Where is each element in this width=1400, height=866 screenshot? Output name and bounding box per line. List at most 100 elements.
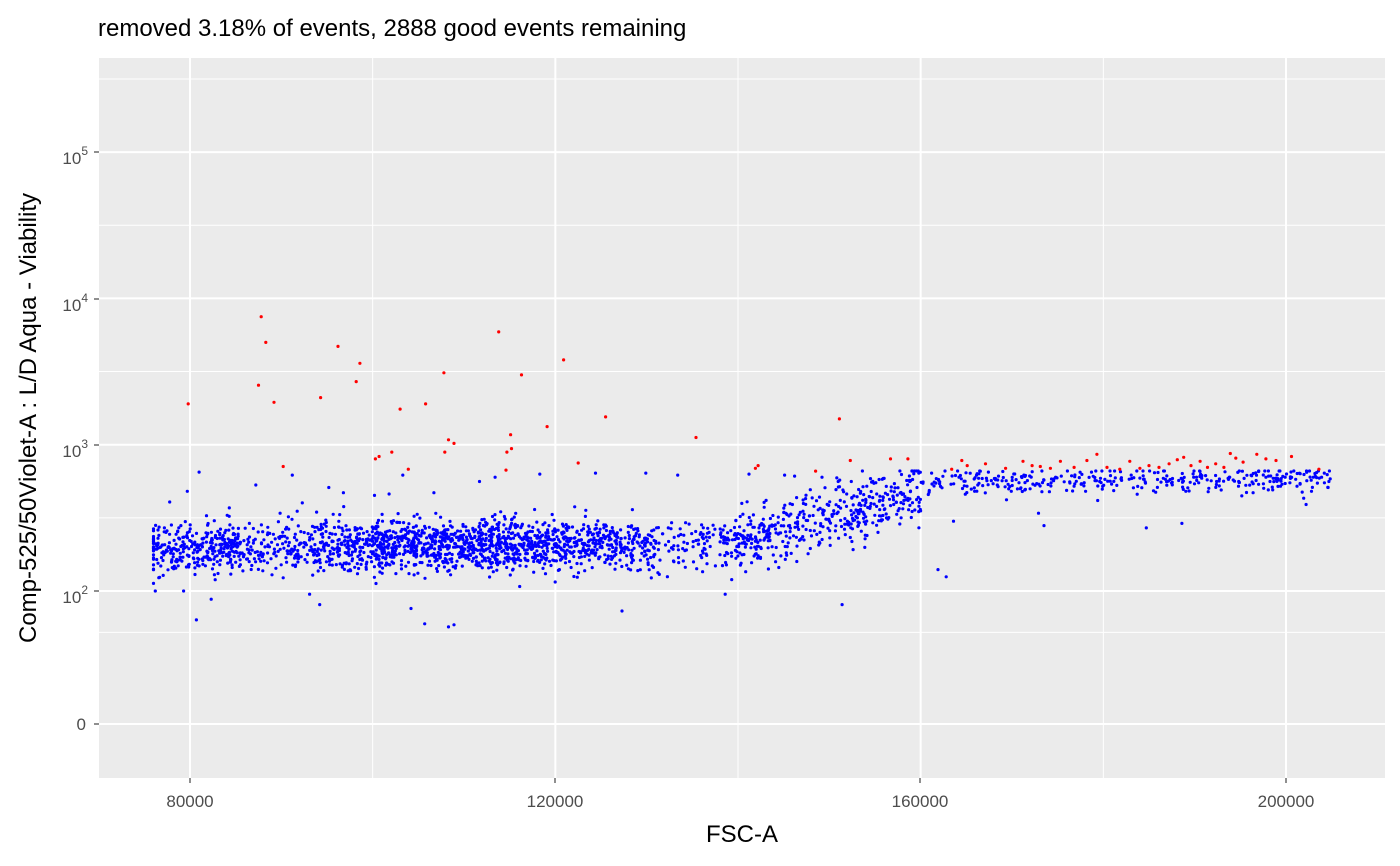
good-event-point bbox=[817, 540, 821, 544]
good-event-point bbox=[355, 537, 359, 542]
good-event-point bbox=[343, 539, 347, 543]
good-event-point bbox=[238, 558, 242, 562]
good-event-point bbox=[725, 538, 729, 542]
good-event-point bbox=[383, 550, 387, 554]
good-events-points bbox=[151, 469, 1332, 629]
good-event-point bbox=[1240, 469, 1244, 473]
good-event-point bbox=[243, 526, 247, 530]
good-event-point bbox=[504, 527, 508, 531]
good-event-point bbox=[1082, 484, 1086, 488]
good-event-point bbox=[375, 556, 379, 560]
good-event-point bbox=[1168, 477, 1172, 482]
good-event-point bbox=[250, 548, 254, 552]
good-event-point bbox=[353, 565, 357, 569]
chart-title: removed 3.18% of events, 2888 good event… bbox=[98, 15, 686, 42]
good-event-point bbox=[896, 509, 900, 513]
good-event-point bbox=[528, 529, 532, 534]
good-event-point bbox=[262, 559, 266, 563]
good-event-point bbox=[765, 529, 769, 533]
good-event-point bbox=[649, 576, 653, 580]
good-event-point bbox=[188, 523, 192, 527]
good-event-point bbox=[1237, 480, 1241, 485]
good-event-point bbox=[407, 572, 411, 576]
good-event-point bbox=[219, 550, 223, 554]
good-event-point bbox=[810, 496, 814, 500]
good-event-point bbox=[422, 531, 426, 535]
good-event-point bbox=[877, 519, 881, 523]
good-event-point bbox=[1113, 476, 1117, 480]
good-event-point bbox=[407, 538, 411, 542]
good-event-point bbox=[1006, 482, 1010, 486]
good-event-point bbox=[738, 514, 742, 519]
good-event-point bbox=[377, 557, 381, 562]
removed-event-point bbox=[377, 454, 381, 459]
good-event-point bbox=[1206, 490, 1210, 494]
good-event-point bbox=[1283, 475, 1287, 479]
good-event-point bbox=[224, 552, 229, 557]
good-event-point bbox=[270, 573, 274, 577]
good-event-point bbox=[372, 493, 377, 497]
good-event-point bbox=[1268, 479, 1272, 484]
good-event-point bbox=[793, 525, 797, 529]
good-event-point bbox=[455, 544, 459, 549]
good-event-point bbox=[590, 566, 594, 570]
good-event-point bbox=[856, 512, 860, 516]
good-event-point bbox=[751, 513, 756, 517]
good-event-point bbox=[545, 546, 549, 551]
good-event-point bbox=[327, 543, 331, 548]
good-event-point bbox=[358, 526, 362, 530]
good-event-point bbox=[575, 543, 579, 547]
y-axis: 0 102 103 104 105 bbox=[62, 144, 99, 734]
good-event-point bbox=[281, 576, 285, 580]
good-event-point bbox=[1059, 474, 1063, 478]
good-event-point bbox=[541, 549, 545, 553]
good-event-point bbox=[273, 537, 277, 541]
good-event-point bbox=[380, 549, 384, 553]
good-event-point bbox=[332, 525, 336, 530]
good-event-point bbox=[930, 471, 934, 475]
good-event-point bbox=[335, 546, 339, 550]
good-event-point bbox=[817, 495, 822, 499]
good-event-point bbox=[215, 560, 219, 564]
good-event-point bbox=[591, 541, 595, 545]
good-event-point bbox=[216, 571, 220, 576]
good-event-point bbox=[776, 521, 780, 525]
good-event-point bbox=[415, 512, 419, 516]
good-event-point bbox=[646, 548, 650, 552]
good-event-point bbox=[551, 529, 555, 533]
good-event-point bbox=[193, 540, 197, 544]
good-event-point bbox=[1232, 479, 1237, 483]
good-event-point bbox=[543, 572, 548, 576]
good-event-point bbox=[380, 566, 385, 570]
good-event-point bbox=[518, 552, 522, 557]
good-event-point bbox=[410, 530, 414, 534]
good-event-point bbox=[910, 509, 914, 514]
good-event-point bbox=[798, 537, 803, 542]
good-event-point bbox=[734, 519, 738, 523]
good-event-point bbox=[676, 534, 681, 538]
good-event-point bbox=[495, 522, 499, 526]
good-event-point bbox=[797, 513, 801, 517]
good-event-point bbox=[492, 527, 497, 532]
good-event-point bbox=[821, 525, 825, 529]
good-event-point bbox=[591, 548, 596, 552]
good-event-point bbox=[435, 569, 439, 574]
good-event-point bbox=[337, 547, 341, 551]
good-event-point bbox=[524, 534, 528, 538]
good-event-point bbox=[348, 535, 352, 539]
good-event-point bbox=[546, 549, 550, 553]
good-event-point bbox=[387, 492, 391, 496]
good-event-point bbox=[551, 558, 555, 562]
removed-event-point bbox=[1264, 457, 1268, 461]
removed-event-point bbox=[373, 457, 377, 461]
good-event-point bbox=[324, 542, 328, 547]
good-event-point bbox=[213, 549, 217, 553]
good-event-point bbox=[884, 484, 888, 488]
good-event-point bbox=[977, 472, 981, 476]
good-event-point bbox=[785, 545, 789, 549]
good-event-point bbox=[393, 540, 397, 545]
good-event-point bbox=[342, 505, 346, 509]
good-event-point bbox=[736, 554, 740, 558]
good-event-point bbox=[1180, 477, 1184, 481]
good-event-point bbox=[1271, 488, 1275, 492]
